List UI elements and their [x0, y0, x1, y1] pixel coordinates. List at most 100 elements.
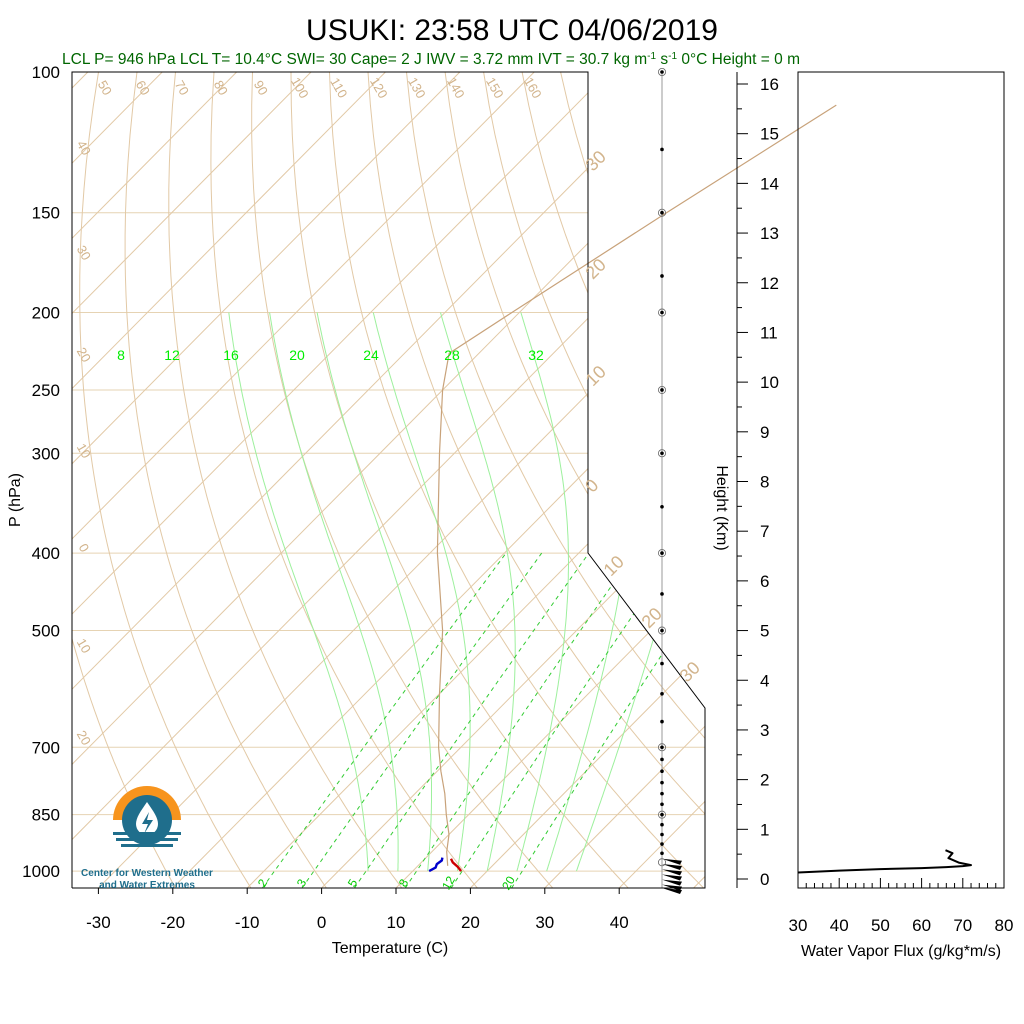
temp-tick-label: 30	[535, 913, 554, 932]
height-tick-label: 9	[760, 423, 769, 442]
height-tick-label: 10	[760, 373, 779, 392]
dry-adiabat-line	[211, 72, 477, 888]
dry-adiabat-line	[753, 72, 1024, 888]
left-temperature-label: 0	[76, 541, 93, 555]
dry-adiabat-line	[522, 72, 1024, 888]
subtitle-main: LCL P= 946 hPa LCL T= 10.4°C SWI= 30 Cap…	[62, 51, 647, 68]
cw3e-logo: Center for Western Weather and Water Ext…	[81, 786, 213, 891]
dewpoint-trace	[429, 858, 442, 872]
isotherm-line	[470, 72, 1024, 888]
wind-dot	[660, 505, 664, 509]
left-temperature-label: 10	[74, 636, 94, 656]
pressure-tick-label: 850	[32, 806, 60, 825]
mixing-ratio-label: 8	[117, 347, 125, 363]
dry-adiabat-line	[830, 72, 1024, 888]
height-tick-label: 6	[760, 572, 769, 591]
wind-dot	[660, 148, 664, 152]
wind-dot	[660, 813, 664, 817]
mixing-ratio-line	[262, 553, 506, 888]
temp-tick-label: 20	[461, 913, 480, 932]
mixing-ratio-line	[512, 553, 730, 888]
left-temperature-label: 30	[74, 243, 94, 263]
wind-profile	[658, 68, 682, 894]
mixing-ratio-bottom-label: 20	[499, 873, 518, 892]
wind-dot	[660, 211, 664, 215]
height-tick-label: 11	[760, 323, 778, 342]
dry-adiabat-line	[946, 72, 1024, 888]
logo-wave-2	[116, 838, 178, 841]
height-tick-label: 0	[760, 870, 769, 889]
dry-adiabat-label: 130	[405, 75, 429, 101]
flux-x-axis-label: Water Vapor Flux (g/kg*m/s)	[801, 943, 1001, 960]
mixing-ratio-label: 24	[363, 347, 379, 363]
wind-dot	[660, 833, 664, 837]
dry-adiabat-line	[291, 72, 628, 888]
height-tick-label: 7	[760, 522, 769, 541]
wind-dot	[660, 758, 664, 762]
wind-dot	[660, 592, 664, 596]
height-tick-label: 5	[760, 622, 769, 641]
dry-adiabat-label: 160	[521, 75, 545, 101]
flux-tick-label: 40	[830, 916, 849, 935]
dry-adiabat-line	[792, 72, 1024, 888]
isotherm-line	[322, 72, 1024, 888]
subtitle-unit-s: s	[656, 51, 668, 68]
wind-dot	[660, 781, 664, 785]
wind-dot	[660, 792, 664, 796]
mixing-ratio-label: 12	[164, 347, 180, 363]
flux-tick-label: 80	[995, 916, 1014, 935]
isotherm-line	[0, 72, 757, 888]
temp-tick-label: -30	[86, 913, 111, 932]
wind-dot	[660, 274, 664, 278]
dry-adiabat-line	[561, 72, 1024, 888]
height-axis-label: Height (Km)	[713, 465, 730, 550]
isotherm-line	[0, 72, 460, 888]
temp-tick-label: 0	[317, 913, 326, 932]
temp-tick-label: -20	[161, 913, 186, 932]
height-tick-label: 14	[760, 174, 779, 193]
flux-trace	[798, 850, 971, 872]
flux-tick-label: 60	[912, 916, 931, 935]
dry-adiabat-label: 120	[367, 75, 391, 101]
left-temperature-label: 20	[74, 345, 94, 365]
wind-dot	[660, 70, 664, 74]
moist-adiabat-line	[576, 313, 709, 872]
dry-adiabat-line	[407, 72, 855, 888]
water-vapor-flux-panel: 30 40 50 60 70 80	[789, 72, 1014, 935]
right-temperature-label: 10	[582, 362, 610, 390]
mixing-ratio-bottom-label: 3	[294, 876, 310, 889]
mixing-ratio-label: 16	[223, 347, 239, 363]
chart-title: USUKI: 23:58 UTC 04/06/2019	[306, 14, 718, 47]
height-tick-label: 4	[760, 671, 769, 690]
temp-tick-label: -10	[235, 913, 260, 932]
isotherm-line	[0, 72, 385, 888]
wind-dot	[660, 851, 664, 855]
pressure-tick-label: 250	[32, 381, 60, 400]
temp-tick-label: 10	[387, 913, 406, 932]
pressure-tick-label: 700	[32, 738, 60, 757]
skewt-traces	[429, 105, 836, 871]
right-temperature-label: 30	[676, 658, 704, 686]
dry-adiabat-label: 50	[95, 78, 115, 98]
wind-barb	[662, 880, 682, 886]
dry-adiabat-line	[907, 72, 1024, 888]
mixing-ratio-line	[355, 553, 589, 888]
wind-dot	[660, 692, 664, 696]
pressure-tick-label: 150	[32, 204, 60, 223]
height-tick-label: 16	[760, 75, 779, 94]
wind-dot	[660, 720, 664, 724]
isotherm-line	[173, 72, 981, 888]
pressure-tick-label: 200	[32, 304, 60, 323]
dry-adiabat-line	[80, 72, 251, 888]
wind-dot	[660, 823, 664, 827]
pressure-tick-label: 100	[32, 63, 60, 82]
flux-tick-label: 30	[789, 916, 808, 935]
isotherm-line	[98, 72, 906, 888]
right-temperature-label: 10	[600, 552, 628, 580]
wind-barb	[662, 875, 682, 881]
mixing-ratio-label: 28	[444, 347, 460, 363]
mixing-ratio-bottom-label: 12	[439, 873, 458, 892]
moist-adiabat-line	[547, 313, 632, 872]
